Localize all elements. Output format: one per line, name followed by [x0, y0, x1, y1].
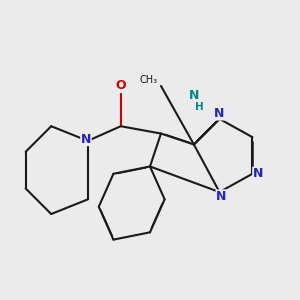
Text: H: H: [195, 102, 204, 112]
Text: N: N: [81, 133, 91, 146]
Text: CH₃: CH₃: [139, 76, 157, 85]
Text: N: N: [253, 167, 263, 180]
Text: N: N: [189, 88, 199, 102]
Text: N: N: [214, 107, 225, 120]
Text: N: N: [216, 190, 226, 203]
Text: O: O: [116, 80, 126, 92]
